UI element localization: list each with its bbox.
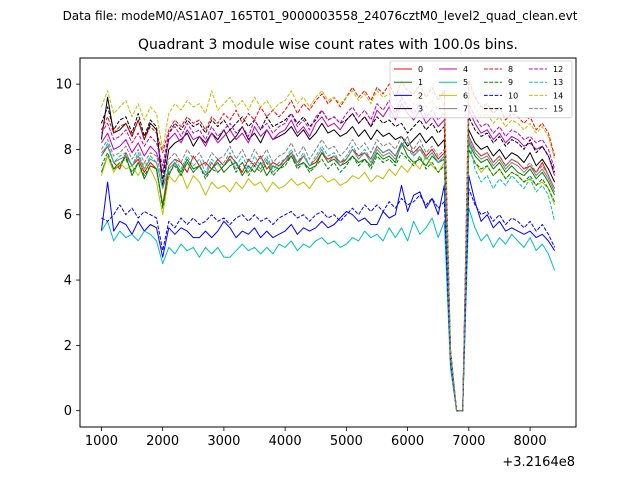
x-axis-ticks: 1000 2000 3000 4000 5000 6000 7000 8000 (85, 427, 547, 449)
y-tick-label: 4 (64, 274, 72, 289)
legend-label-6: 6 (463, 91, 468, 100)
y-tick-label: 2 (64, 339, 72, 354)
legend-label-1: 1 (418, 78, 423, 87)
series-line-11 (100, 106, 556, 412)
x-tick-label: 3000 (207, 434, 240, 449)
series-line-7 (101, 135, 556, 412)
y-tick-label: 10 (55, 78, 72, 93)
legend-label-3: 3 (418, 105, 423, 114)
legend-label-14: 14 (553, 91, 563, 100)
y-tick-label: 6 (64, 208, 72, 223)
series-group (100, 80, 556, 412)
y-tick-label: 0 (64, 404, 72, 419)
legend-label-5: 5 (463, 78, 468, 87)
series-line-4 (100, 103, 556, 412)
legend-label-11: 11 (508, 105, 518, 114)
series-line-13 (100, 139, 556, 412)
legend-label-8: 8 (508, 65, 513, 74)
series-line-14 (100, 90, 556, 412)
x-tick-label: 7000 (452, 434, 485, 449)
legend-frame (389, 60, 573, 119)
series-line-5 (100, 207, 556, 412)
x-tick-label: 8000 (514, 434, 547, 449)
legend-label-0: 0 (418, 65, 423, 74)
x-tick-label: 6000 (391, 434, 424, 449)
series-line-10 (101, 188, 556, 412)
legend-label-2: 2 (418, 91, 423, 100)
series-line-6 (100, 148, 556, 412)
plot-frame (79, 57, 577, 428)
x-tick-label: 5000 (330, 434, 363, 449)
legend-label-9: 9 (508, 78, 513, 87)
x-tick-label: 1000 (85, 434, 118, 449)
series-line-2 (100, 175, 556, 412)
y-axis-ticks: 0 2 4 6 8 10 (55, 78, 80, 419)
figure-suptitle: Data file: modeM0/AS1A07_165T01_90000035… (63, 9, 578, 23)
legend-label-10: 10 (508, 91, 518, 100)
series-line-9 (100, 148, 556, 412)
chart-title: Quadrant 3 module wise count rates with … (138, 37, 518, 53)
legend-label-12: 12 (553, 65, 563, 74)
series-line-15 (100, 135, 556, 412)
legend-label-4: 4 (463, 65, 468, 74)
legend-label-13: 13 (553, 78, 563, 87)
x-tick-label: 4000 (269, 434, 302, 449)
series-line-12 (100, 96, 556, 412)
x-tick-label: 2000 (146, 434, 179, 449)
legend-label-15: 15 (553, 105, 563, 114)
series-line-3 (100, 96, 556, 412)
y-tick-label: 8 (64, 143, 72, 158)
x-axis-offset-label: +3.2164e8 (502, 455, 575, 470)
legend-label-7: 7 (463, 105, 468, 114)
